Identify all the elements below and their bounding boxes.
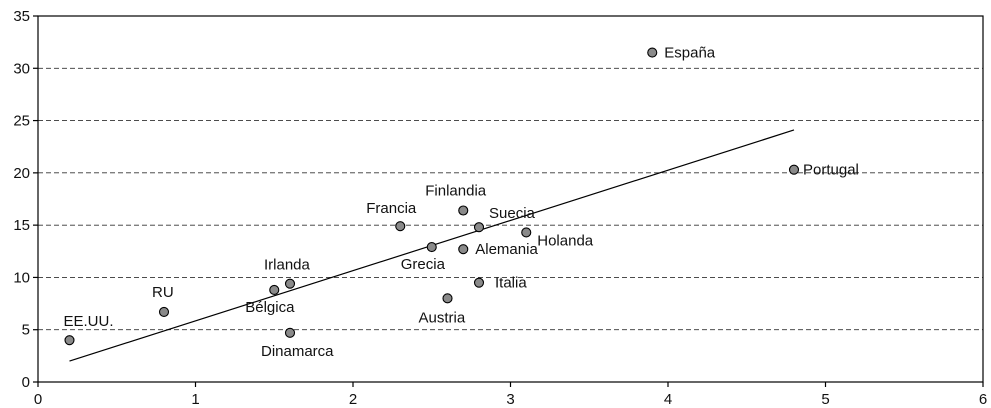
point-label-1: RU — [152, 284, 174, 301]
point-label-3: Irlanda — [264, 257, 311, 274]
data-point-6 — [426, 242, 437, 253]
x-tick-label: 5 — [821, 391, 829, 408]
point-label-12: Holanda — [537, 232, 594, 249]
data-point-1 — [158, 306, 170, 317]
data-point-4 — [284, 327, 296, 338]
data-point-3 — [284, 278, 296, 289]
x-tick-label: 0 — [34, 391, 42, 408]
point-label-0: EE.UU. — [64, 313, 114, 330]
grid-lines — [38, 67, 983, 331]
data-point-8 — [458, 205, 469, 216]
y-tick-label: 15 — [13, 217, 30, 234]
y-tick-label: 20 — [13, 165, 30, 182]
data-points — [64, 47, 800, 346]
y-tick-label: 35 — [13, 8, 30, 25]
point-label-2: Bélgica — [245, 299, 295, 316]
x-tick-label: 1 — [191, 391, 199, 408]
point-label-4: Dinamarca — [261, 343, 334, 360]
x-tick-label: 6 — [979, 391, 987, 408]
y-tick-label: 30 — [13, 60, 30, 77]
x-tick-label: 4 — [664, 391, 672, 408]
data-point-5 — [395, 221, 406, 232]
data-point-13 — [647, 47, 658, 58]
point-label-14: Portugal — [803, 162, 859, 179]
point-labels: EE.UU. RU Bélgica Irlanda Dinamarca Francia Gr… — [64, 45, 859, 360]
y-tick-label: 25 — [13, 113, 30, 130]
point-label-9: Alemania — [475, 241, 538, 258]
data-point-2 — [269, 284, 280, 296]
y-tick-label: 10 — [13, 269, 30, 286]
data-point-10 — [473, 222, 485, 233]
data-point-12 — [521, 227, 532, 238]
point-label-6: Grecia — [401, 256, 446, 273]
axes — [33, 15, 984, 387]
point-label-10: Suecia — [489, 205, 536, 222]
x-tick-label: 3 — [506, 391, 514, 408]
data-point-7 — [442, 293, 453, 304]
point-label-11: Italia — [495, 275, 527, 292]
point-label-13: España — [664, 45, 716, 62]
y-tick-label: 0 — [22, 374, 30, 391]
data-point-0 — [64, 335, 75, 346]
data-point-14 — [788, 164, 800, 175]
point-label-8: Finlandia — [425, 183, 487, 200]
point-label-7: Austria — [419, 309, 466, 326]
plot-frame — [37, 15, 984, 383]
point-label-5: Francia — [366, 200, 417, 217]
data-point-9 — [458, 244, 469, 255]
y-tick-label: 5 — [22, 322, 30, 339]
data-point-11 — [473, 277, 485, 288]
tick-labels: 0 5 10 15 20 25 30 35 0 1 2 3 4 5 6 — [13, 8, 987, 408]
x-tick-label: 2 — [349, 391, 357, 408]
